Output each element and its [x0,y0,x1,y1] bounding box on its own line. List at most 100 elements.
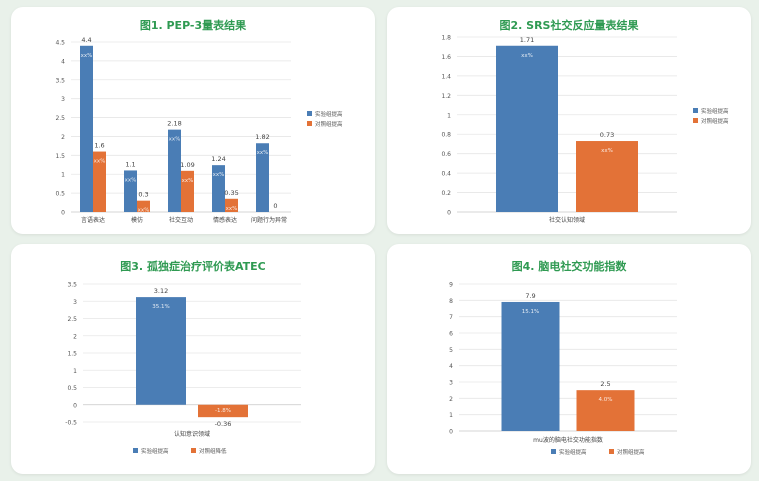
data-label: 2.18 [167,120,181,128]
legend-label: 对照组降低 [199,447,227,455]
x-category-label: 言语表达 [81,216,105,224]
bar [256,143,269,212]
y-tick-label: 0 [73,402,77,409]
x-category-label: 认知意识领域 [174,430,210,438]
legend-swatch [133,448,138,453]
bar [181,170,194,212]
y-tick-label: 0 [449,429,453,436]
data-label: 1.71 [520,36,534,44]
chart-svg: 0 0.5 1 1.5 2 2.5 3 3.5 4 4.5 4.4 xx% 1.6 xx% 言语表达 1.1 x… [55,36,343,224]
chart-svg: 0 1 2 3 4 5 6 7 8 9 7.9 15.1% 2.5 4.0% mu波的脑电社交功能指数实验组… [449,282,677,456]
bar-inner-label: 35.1% [152,304,169,310]
bar [496,45,558,212]
legend-swatch [693,108,698,113]
legend-swatch [307,111,312,116]
bar [93,151,106,212]
y-tick-label: 2 [449,396,453,403]
chart-title: 图1. PEP-3量表结果 [139,19,247,32]
y-tick-label: 3 [449,380,453,387]
data-label: -0.36 [215,420,232,428]
chart-svg: -0.5 0 0.5 1 1.5 2 2.5 3 3.5 3.12 35.1% -0.36 -1.8% 认… [65,282,301,455]
bar-inner-label: xx% [226,206,238,212]
y-tick-label: 9 [449,282,453,289]
bar-inner-label: xx% [182,178,194,184]
legend-swatch [191,448,196,453]
bar [168,129,181,212]
data-label: 7.9 [525,292,535,300]
bar-inner-label: xx% [601,148,613,154]
bar-inner-label: xx% [94,159,106,165]
y-tick-label: 1 [73,368,77,375]
y-tick-label: 3.5 [67,282,77,289]
bar-inner-label: xx% [521,53,533,59]
bar [225,198,238,212]
data-label: 0.73 [600,131,614,139]
bar [124,170,137,212]
y-tick-label: 6 [449,331,453,338]
bar [501,301,560,431]
legend-swatch [307,121,312,126]
y-tick-label: 7 [449,314,453,321]
chart-title: 图3. 孤独症治疗评价表ATEC [120,260,266,273]
bar [576,390,635,431]
y-tick-label: 0.8 [441,132,451,139]
chart-title: 图2. SRS社交反应量表结果 [499,19,639,32]
y-tick-label: 1 [449,412,453,419]
bar-inner-label: 15.1% [522,309,539,315]
x-category-label: 社交互动 [169,216,193,224]
bar [576,141,638,212]
y-tick-label: 2 [73,333,77,340]
legend-label: 对照组提高 [315,120,343,128]
legend-label: 实验组提高 [315,110,343,118]
y-tick-label: 0.5 [67,385,77,392]
data-label: 1.09 [180,161,194,169]
bar-inner-label: xx% [257,150,269,156]
data-label: 4.4 [81,36,91,44]
bar [212,165,225,212]
y-tick-label: 1.5 [55,153,65,160]
x-category-label: 社交认知领域 [549,216,585,224]
y-tick-label: 3 [61,96,65,103]
y-tick-label: 0.2 [441,190,451,197]
data-label: 1.24 [211,155,225,163]
bar [80,45,93,213]
legend-label: 实验组提高 [141,447,169,455]
y-tick-label: 4 [449,363,453,370]
bar-inner-label: xx% [81,53,93,59]
y-tick-label: 1.5 [67,351,77,358]
bar [137,200,150,212]
y-tick-label: 0 [447,210,451,217]
x-category-label: mu波的脑电社交功能指数 [533,436,603,444]
y-tick-label: 1 [61,172,65,179]
y-tick-label: 1.6 [441,54,451,61]
data-label: 1.1 [125,160,135,168]
legend-swatch [693,118,698,123]
chart-card-srs: 图2. SRS社交反应量表结果 0 0.2 0.4 0.6 0.8 1 1.2 1.4 1.6 1… [387,7,751,234]
y-tick-label: 1.8 [441,35,451,42]
legend-label: 实验组提高 [559,448,587,456]
bar-inner-label: -1.8% [215,408,231,414]
bar-inner-label: xx% [138,208,150,214]
legend-swatch [551,449,556,454]
x-category-label: 问题行为异常 [251,216,287,224]
chart-svg: 0 0.2 0.4 0.6 0.8 1 1.2 1.4 1.6 1.8 1.71 xx% 0.73 xx%… [441,35,729,225]
y-tick-label: 2.5 [67,316,77,323]
y-tick-label: 3 [73,299,77,306]
y-tick-label: 3.5 [55,77,65,84]
chart-card-eeg: 图4. 脑电社交功能指数 0 1 2 3 4 5 6 7 8 9 7.9 15.1% 2.5 4.0% mu… [387,244,751,474]
y-tick-label: 1.4 [441,73,451,80]
data-label: 1.82 [255,133,269,141]
y-tick-label: 0 [61,210,65,217]
bar [136,297,186,405]
y-tick-label: 0.6 [441,151,451,158]
data-label: 1.6 [94,142,104,150]
data-label: 3.12 [154,287,168,295]
bar-inner-label: xx% [213,172,225,178]
chart-card-pep3: 图1. PEP-3量表结果 0 0.5 1 1.5 2 2.5 3 3.5 4 4.5 4.4 xx%… [11,7,375,234]
data-label: 2.5 [600,380,610,388]
y-tick-label: -0.5 [65,420,77,427]
y-tick-label: 1.2 [441,93,451,100]
bar-inner-label: 4.0% [599,397,613,403]
y-tick-label: 4.5 [55,40,65,47]
chart-card-atec: 图3. 孤独症治疗评价表ATEC -0.5 0 0.5 1 1.5 2 2.5 3 3.5 3.1… [11,244,375,474]
